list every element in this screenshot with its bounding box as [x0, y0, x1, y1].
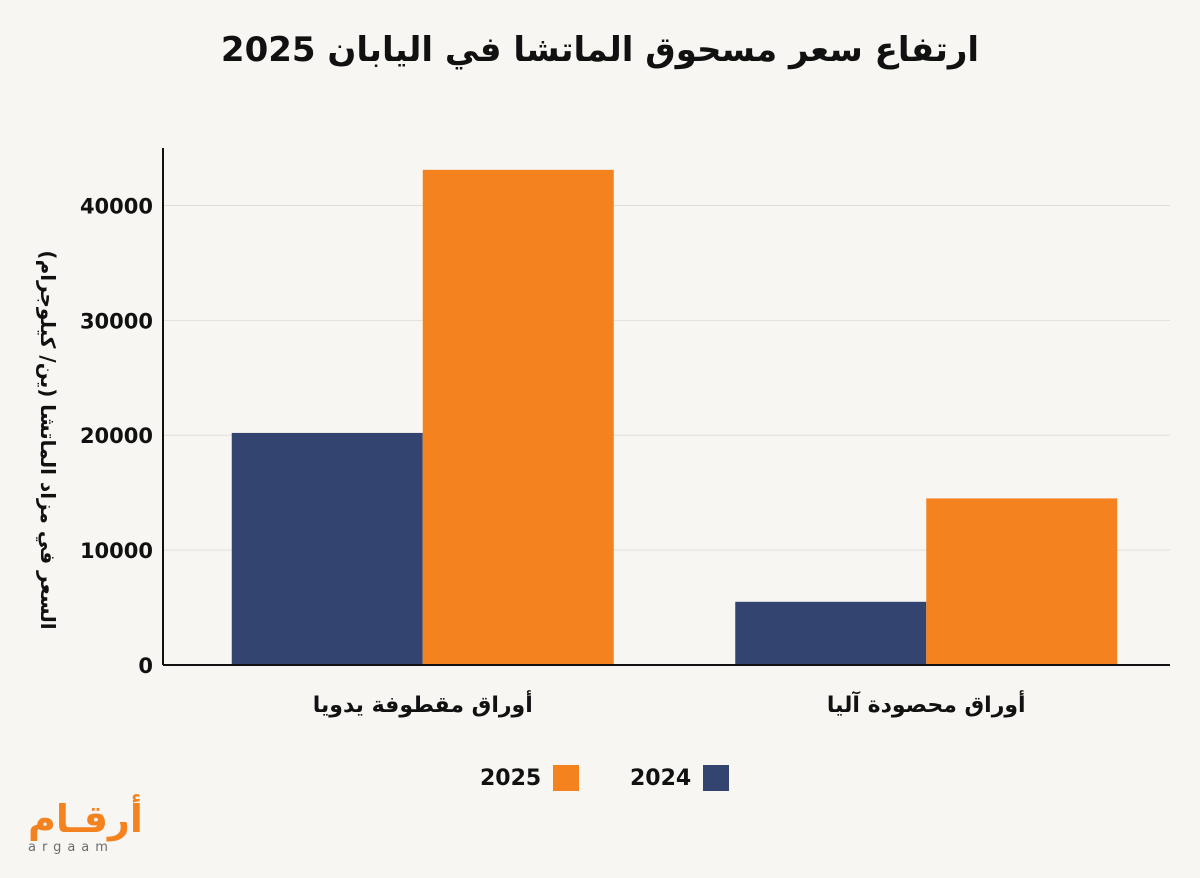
y-axis-label: السعر في مزاد الماتشا (ين/ كيلوجرام) [36, 250, 60, 630]
legend-item-2024: 2024 [630, 765, 730, 791]
bar-2024-1 [735, 601, 927, 665]
bar-2025-1 [926, 498, 1118, 665]
labels-layer: 0 10000 20000 30000 40000 أوراق مقطوفة يدويا أ… [80, 194, 1026, 718]
axis-layer [162, 148, 1170, 666]
bars-layer [231, 169, 1118, 665]
legend-swatch-2025 [553, 765, 580, 791]
legend-label-2024: 2024 [630, 765, 692, 791]
legend-swatch-2024 [703, 765, 730, 791]
x-category-label-1: أوراق محصودة آليا [827, 689, 1026, 718]
y-tick-label-40000: 40000 [80, 194, 153, 218]
bar-2024-0 [231, 432, 423, 665]
y-tick-label-10000: 10000 [80, 539, 153, 563]
legend-label-2025: 2025 [480, 765, 542, 791]
argaam-logo: أرقـام argaam [28, 800, 148, 860]
logo-latin: argaam [28, 840, 114, 855]
y-tick-label-0: 0 [138, 654, 153, 678]
legend-item-2025: 2025 [480, 765, 580, 791]
y-tick-label-30000: 30000 [80, 309, 153, 333]
x-category-label-0: أوراق مقطوفة يدويا [313, 689, 533, 718]
y-tick-label-20000: 20000 [80, 424, 153, 448]
logo-arabic: أرقـام [28, 797, 143, 841]
bar-2025-0 [422, 169, 614, 665]
chart-title: ارتفاع سعر مسحوق الماتشا في اليابان 2025 [220, 30, 980, 70]
